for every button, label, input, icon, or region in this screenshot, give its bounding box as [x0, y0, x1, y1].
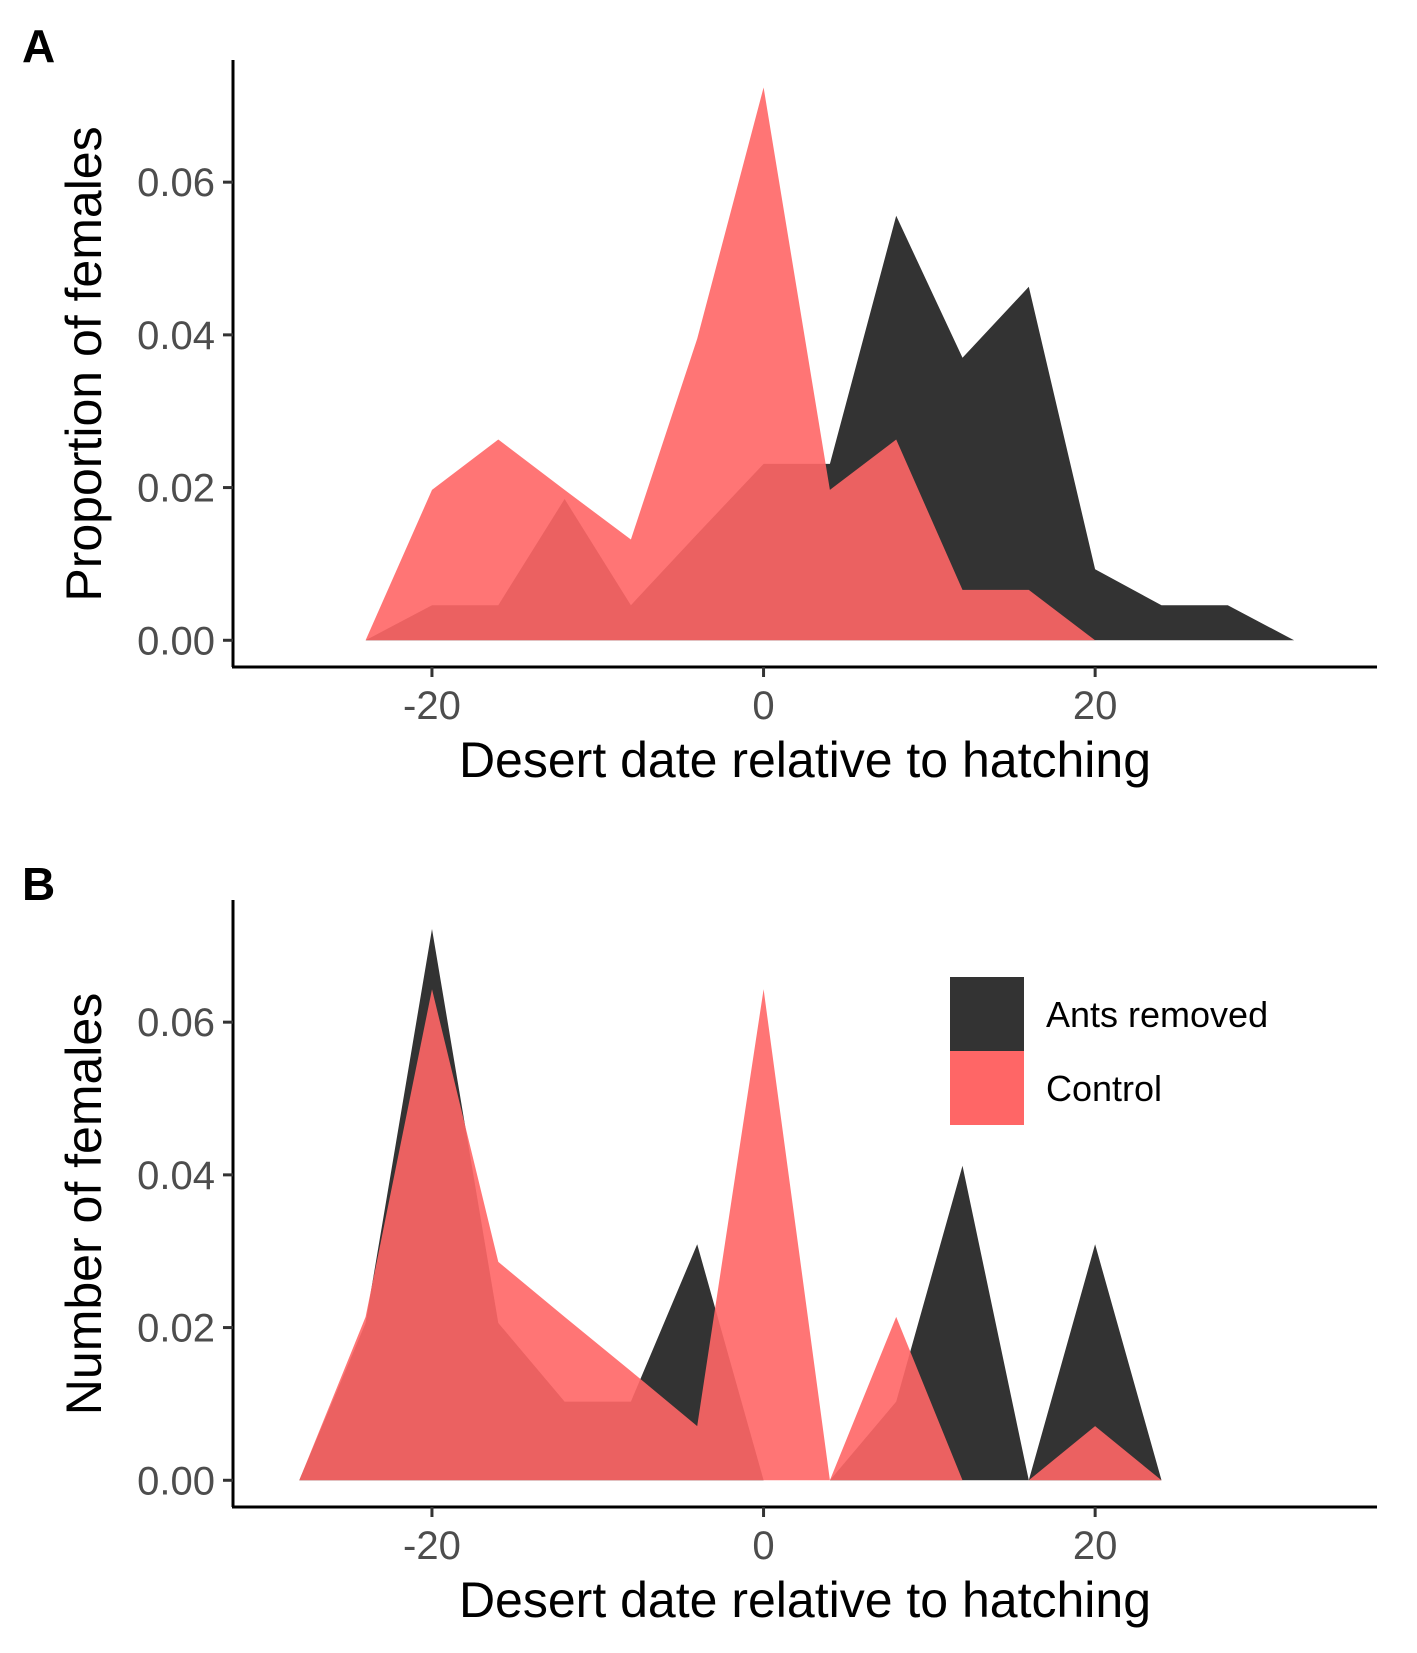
- area-ants-removed: [365, 215, 1295, 641]
- x-axis-title: Desert date relative to hatching: [459, 732, 1151, 788]
- panel-a: A 0.00 0.02 0.04 0.06 -20 0 20 Desert date re…: [22, 20, 1377, 788]
- y-axis-title: Number of females: [56, 993, 112, 1415]
- legend-label-ants-removed: Ants removed: [1046, 994, 1268, 1035]
- panel-label: B: [22, 858, 55, 910]
- y-tick-label: 0.00: [137, 619, 215, 663]
- panel-label: A: [22, 20, 55, 72]
- x-tick-label: 0: [752, 1524, 774, 1568]
- legend-key-ants-removed: [950, 977, 1024, 1051]
- series-layer: [365, 87, 1295, 641]
- area-control: [299, 989, 1162, 1481]
- x-tick-label: 0: [752, 684, 774, 728]
- y-ticks: 0.00 0.02 0.04 0.06: [137, 161, 233, 663]
- y-tick-label: 0.06: [137, 161, 215, 205]
- area-control: [365, 87, 1096, 641]
- legend-label-control: Control: [1046, 1068, 1162, 1109]
- area-ants-removed: [299, 929, 1162, 1481]
- x-tick-label: -20: [403, 684, 461, 728]
- y-ticks: 0.00 0.02 0.04 0.06: [137, 1001, 233, 1503]
- y-tick-label: 0.02: [137, 1307, 215, 1351]
- y-tick-label: 0.02: [137, 467, 215, 511]
- x-tick-label: -20: [403, 1524, 461, 1568]
- y-axis-title: Proportion of females: [56, 126, 112, 601]
- series-layer: [299, 929, 1162, 1481]
- x-tick-label: 20: [1073, 684, 1118, 728]
- y-tick-label: 0.04: [137, 314, 215, 358]
- y-tick-label: 0.06: [137, 1001, 215, 1045]
- legend: Ants removed Control: [950, 977, 1268, 1125]
- y-tick-label: 0.04: [137, 1154, 215, 1198]
- x-axis-title: Desert date relative to hatching: [459, 1572, 1151, 1628]
- y-tick-label: 0.00: [137, 1459, 215, 1503]
- x-ticks: -20 0 20: [403, 1507, 1117, 1568]
- x-ticks: -20 0 20: [403, 667, 1117, 728]
- legend-key-control: [950, 1051, 1024, 1125]
- panel-b: B 0.00 0.02 0.04 0.06 -20 0 20 Desert date re…: [22, 858, 1377, 1628]
- x-tick-label: 20: [1073, 1524, 1118, 1568]
